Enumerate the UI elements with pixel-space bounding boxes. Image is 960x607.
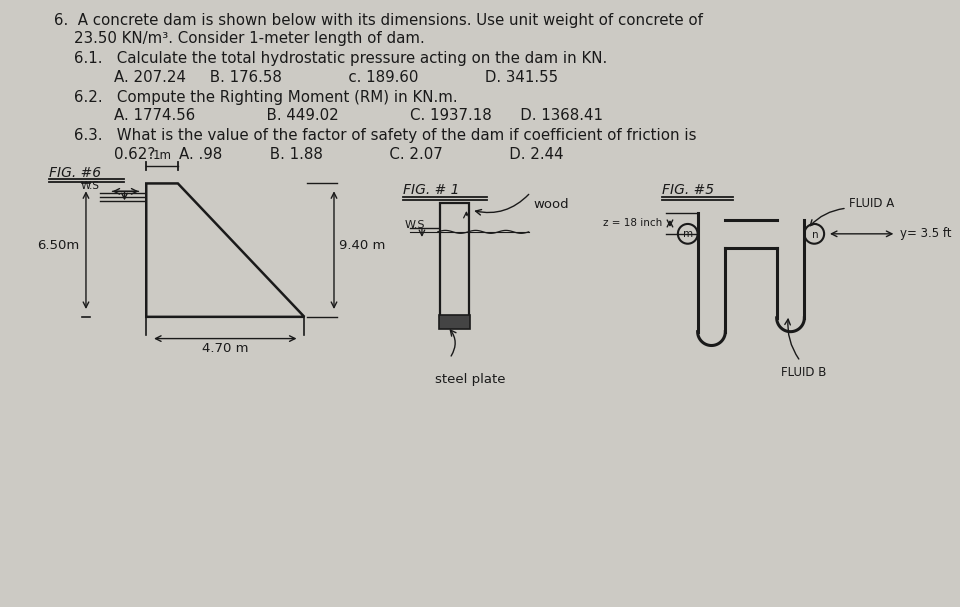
Text: 23.50 KN/m³. Consider 1-meter length of dam.: 23.50 KN/m³. Consider 1-meter length of …: [74, 32, 425, 46]
Text: FIG. # 1: FIG. # 1: [403, 183, 460, 197]
Text: A. 1774.56               B. 449.02               C. 1937.18      D. 1368.41: A. 1774.56 B. 449.02 C. 1937.18 D. 1368.…: [113, 108, 603, 123]
Text: 6.  A concrete dam is shown below with its dimensions. Use unit weight of concre: 6. A concrete dam is shown below with it…: [55, 13, 704, 29]
Text: m: m: [683, 229, 693, 239]
Text: 6.1.   Calculate the total hydrostatic pressure acting on the dam in KN.: 6.1. Calculate the total hydrostatic pre…: [74, 51, 608, 66]
Text: y= 3.5 ft: y= 3.5 ft: [900, 228, 951, 240]
Bar: [439, 315, 470, 329]
Text: 9.40 m: 9.40 m: [339, 239, 385, 252]
Text: 6.2.   Compute the Righting Moment (RM) in KN.m.: 6.2. Compute the Righting Moment (RM) in…: [74, 90, 458, 104]
Text: 1m: 1m: [153, 149, 172, 161]
Text: 4.70 m: 4.70 m: [202, 342, 249, 354]
Text: FLUID B: FLUID B: [780, 366, 826, 379]
Text: FIG. #5: FIG. #5: [662, 183, 714, 197]
Text: W.S: W.S: [81, 181, 100, 191]
Bar: [440, 203, 469, 317]
Text: A. 207.24     B. 176.58              c. 189.60              D. 341.55: A. 207.24 B. 176.58 c. 189.60 D. 341.55: [113, 70, 558, 85]
Text: steel plate: steel plate: [435, 373, 505, 386]
Text: wood: wood: [534, 198, 569, 211]
Text: z = 18 inch: z = 18 inch: [603, 219, 662, 228]
Text: 6.3.   What is the value of the factor of safety of the dam if coefficient of fr: 6.3. What is the value of the factor of …: [74, 128, 697, 143]
Text: n: n: [812, 230, 819, 240]
Text: FIG. #6: FIG. #6: [49, 166, 102, 180]
Text: W.S: W.S: [404, 220, 425, 230]
Text: FLUID A: FLUID A: [849, 197, 894, 209]
Text: 6.50m: 6.50m: [36, 239, 79, 252]
Text: 0.62?     A. .98          B. 1.88              C. 2.07              D. 2.44: 0.62? A. .98 B. 1.88 C. 2.07 D. 2.44: [113, 147, 564, 162]
